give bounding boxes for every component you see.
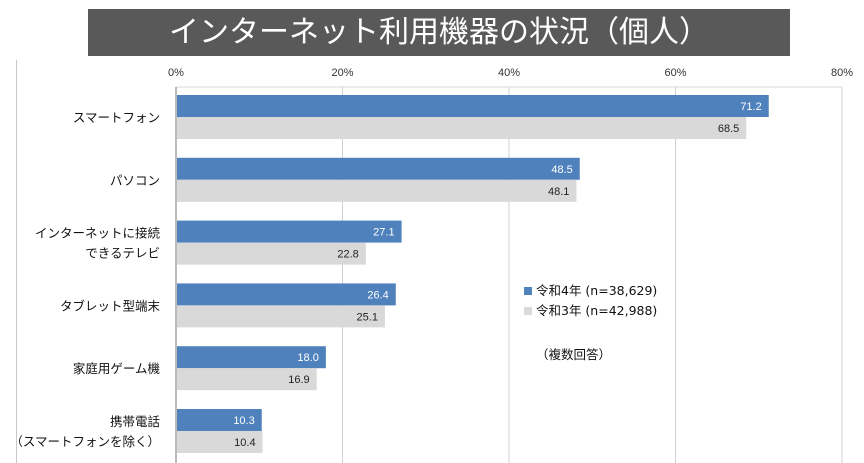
category-label: タブレット型端末 bbox=[60, 298, 161, 313]
bar-series2 bbox=[177, 368, 317, 391]
data-label: 25.1 bbox=[357, 311, 378, 323]
category-label: 携帯電話 bbox=[110, 414, 160, 429]
category-label: できるテレビ bbox=[85, 246, 160, 261]
frame-left-border bbox=[16, 60, 17, 463]
legend-item-series2: 令和3年 (n=42,988) bbox=[524, 301, 657, 321]
legend-label-series2: 令和3年 (n=42,988) bbox=[536, 303, 658, 318]
data-label: 22.8 bbox=[337, 249, 358, 261]
chart-title: インターネット利用機器の状況（個人） bbox=[88, 9, 790, 56]
bar-series1 bbox=[177, 409, 262, 431]
multiple-answer-note: （複数回答） bbox=[536, 347, 612, 362]
x-tick-label: 0% bbox=[168, 67, 184, 79]
data-label: 27.1 bbox=[373, 227, 394, 239]
data-label: 16.9 bbox=[288, 374, 309, 386]
bar-series1 bbox=[177, 157, 580, 180]
x-tick-label: 20% bbox=[331, 67, 353, 79]
x-tick-label: 80% bbox=[831, 67, 853, 79]
bar-series1 bbox=[177, 220, 402, 243]
data-label: 68.5 bbox=[718, 123, 739, 135]
bar-series2 bbox=[177, 305, 385, 328]
legend-swatch-series1 bbox=[524, 287, 532, 295]
bar-series2 bbox=[177, 431, 263, 453]
category-label: （スマートフォンを除く） bbox=[10, 434, 160, 449]
data-label: 71.2 bbox=[740, 101, 761, 113]
legend: 令和4年 (n=38,629) 令和3年 (n=42,988) bbox=[524, 281, 657, 321]
category-label: インターネットに接続 bbox=[35, 226, 161, 241]
legend-label-series1: 令和4年 (n=38,629) bbox=[536, 283, 658, 298]
data-label: 10.4 bbox=[234, 437, 255, 449]
x-tick-label: 60% bbox=[664, 67, 686, 79]
legend-item-series1: 令和4年 (n=38,629) bbox=[524, 281, 657, 301]
bar-series2 bbox=[177, 179, 577, 202]
data-label: 18.0 bbox=[297, 352, 318, 364]
bar-series2 bbox=[177, 242, 366, 265]
category-label: パソコン bbox=[110, 173, 160, 188]
bar-series2 bbox=[177, 117, 747, 139]
bar-series1 bbox=[177, 283, 396, 306]
data-label: 48.5 bbox=[551, 164, 572, 176]
x-tick-label: 40% bbox=[498, 67, 520, 79]
data-label: 26.4 bbox=[367, 289, 388, 301]
data-label: 48.1 bbox=[548, 186, 569, 198]
category-label: スマートフォン bbox=[73, 110, 160, 125]
bar-series1 bbox=[177, 346, 326, 369]
data-label: 10.3 bbox=[233, 415, 254, 427]
bar-series1 bbox=[177, 95, 769, 117]
legend-swatch-series2 bbox=[524, 307, 532, 315]
category-label: 家庭用ゲーム機 bbox=[73, 361, 161, 376]
